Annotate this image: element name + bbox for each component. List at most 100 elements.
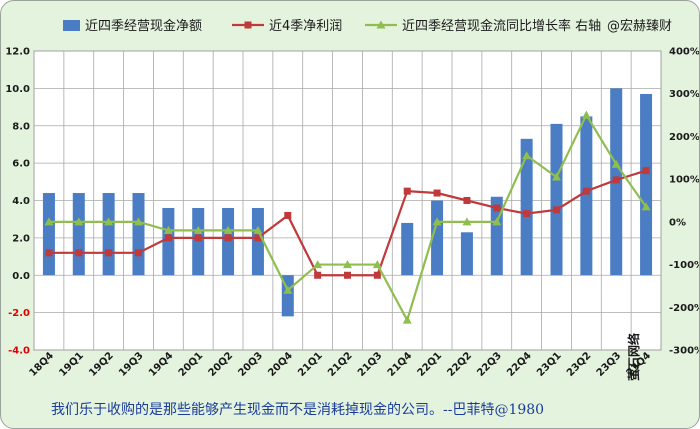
legend-growth-marker bbox=[376, 20, 386, 29]
bar-19Q1 bbox=[72, 193, 85, 276]
growth-rate-point-20Q3 bbox=[253, 225, 263, 234]
x-axis-tick: 20Q1 bbox=[177, 350, 206, 379]
net-profit-point-20Q3 bbox=[254, 234, 262, 242]
legend-source-tag: @宏赫臻财 bbox=[607, 19, 672, 34]
x-axis-tick: 22Q1 bbox=[416, 350, 445, 379]
growth-rate-point-18Q4 bbox=[44, 217, 54, 226]
source-label: 萤石网络 bbox=[626, 333, 641, 381]
legend-profit-label: 近4季净利润 bbox=[269, 19, 342, 34]
x-axis-tick: 20Q2 bbox=[207, 350, 236, 379]
bar-18Q4 bbox=[42, 193, 55, 276]
growth-rate-point-21Q3 bbox=[372, 260, 382, 269]
net-profit-point-22Q2 bbox=[463, 197, 471, 204]
x-axis-tick: 23Q3 bbox=[595, 350, 624, 379]
growth-rate-point-21Q4 bbox=[402, 315, 412, 324]
net-profit-point-20Q2 bbox=[224, 234, 232, 242]
bar-21Q4 bbox=[401, 222, 414, 276]
bar-19Q3 bbox=[132, 193, 145, 276]
growth-rate-point-23Q3 bbox=[611, 159, 621, 168]
bar-20Q3 bbox=[251, 207, 264, 276]
growth-rate-point-19Q1 bbox=[74, 217, 84, 226]
net-profit-point-23Q4 bbox=[642, 167, 650, 175]
left-axis-tick: 0.0 bbox=[12, 271, 30, 282]
x-axis-tick: 23Q2 bbox=[565, 350, 594, 379]
right-axis-tick: 400% bbox=[669, 47, 700, 58]
bar-22Q2 bbox=[460, 232, 473, 276]
net-profit-point-18Q4 bbox=[45, 249, 53, 257]
legend-growth-label: 近四季经营现金流同比增长率 右轴 bbox=[402, 18, 601, 34]
x-axis-tick: 21Q3 bbox=[356, 350, 385, 379]
left-axis-tick: 4.0 bbox=[12, 196, 30, 207]
legend-profit-marker bbox=[244, 21, 252, 29]
growth-rate-point-21Q2 bbox=[343, 260, 352, 269]
right-axis-tick: -300% bbox=[669, 346, 700, 357]
growth-rate-point-19Q2 bbox=[104, 217, 114, 226]
left-axis-tick: 10.0 bbox=[5, 84, 30, 95]
bar-20Q2 bbox=[222, 207, 235, 276]
x-axis-tick: 18Q4 bbox=[28, 350, 57, 379]
net-profit-point-21Q4 bbox=[403, 187, 411, 195]
net-profit-point-19Q4 bbox=[164, 234, 172, 242]
net-profit-point-21Q3 bbox=[373, 271, 381, 279]
growth-rate-point-23Q4 bbox=[641, 202, 651, 211]
growth-rate-point-19Q4 bbox=[163, 225, 173, 234]
x-axis-tick: 22Q4 bbox=[505, 350, 534, 379]
bar-20Q1 bbox=[192, 207, 205, 276]
growth-rate-point-21Q1 bbox=[313, 260, 323, 269]
bar-22Q1 bbox=[431, 200, 444, 276]
x-axis-tick: 20Q4 bbox=[266, 350, 295, 379]
growth-rate-point-19Q3 bbox=[134, 217, 143, 226]
x-axis-tick: 22Q3 bbox=[475, 350, 504, 379]
left-axis-tick: 8.0 bbox=[12, 121, 30, 132]
left-axis-tick: -2.0 bbox=[8, 308, 30, 319]
growth-rate-point-20Q2 bbox=[223, 225, 233, 234]
x-axis-tick: 20Q3 bbox=[237, 350, 266, 379]
left-axis-tick: 2.0 bbox=[12, 233, 30, 244]
growth-rate-point-23Q2 bbox=[581, 110, 591, 119]
right-axis-tick: 200% bbox=[669, 132, 700, 143]
net-profit-point-23Q3 bbox=[612, 176, 620, 184]
right-axis-tick: 100% bbox=[669, 175, 700, 186]
x-axis-tick: 19Q3 bbox=[117, 350, 146, 379]
x-axis-tick: 19Q4 bbox=[147, 350, 176, 379]
growth-rate-point-20Q4 bbox=[283, 285, 293, 294]
bar-19Q2 bbox=[102, 193, 115, 276]
net-profit-point-23Q1 bbox=[553, 206, 560, 214]
left-axis-tick: -4.0 bbox=[8, 346, 30, 357]
growth-rate-point-22Q3 bbox=[492, 217, 502, 226]
right-axis-tick: 0% bbox=[669, 217, 686, 228]
caption: 我们乐于收购的是那些能够产生现金而不是消耗掉现金的公司。--巴菲特@1980 bbox=[51, 402, 544, 418]
bar-22Q4 bbox=[520, 138, 533, 276]
x-axis-tick: 19Q2 bbox=[87, 350, 116, 379]
net-profit-point-19Q1 bbox=[75, 249, 83, 257]
growth-rate-point-20Q1 bbox=[193, 225, 203, 234]
x-axis-tick: 21Q1 bbox=[296, 350, 325, 379]
x-axis-tick: 19Q1 bbox=[57, 350, 86, 379]
x-axis-tick: 21Q2 bbox=[326, 350, 355, 379]
left-axis-tick: 12.0 bbox=[5, 47, 30, 58]
growth-rate-point-22Q1 bbox=[432, 217, 442, 226]
x-axis-tick: 21Q4 bbox=[386, 350, 415, 379]
net-profit-point-22Q4 bbox=[523, 210, 531, 218]
net-profit-point-20Q4 bbox=[284, 211, 292, 219]
net-profit-point-21Q2 bbox=[344, 271, 351, 279]
legend-bar-swatch bbox=[63, 20, 80, 31]
x-axis-tick: 23Q1 bbox=[535, 350, 564, 379]
bar-23Q1 bbox=[550, 123, 563, 276]
x-axis-tick: 22Q2 bbox=[446, 350, 475, 379]
net-profit-point-22Q1 bbox=[433, 189, 441, 197]
right-axis-tick: -100% bbox=[669, 260, 700, 271]
left-axis-tick: 6.0 bbox=[12, 159, 30, 170]
legend-bar-label: 近四季经营现金净额 bbox=[85, 18, 202, 34]
growth-rate-point-22Q2 bbox=[462, 217, 472, 226]
net-profit-point-22Q3 bbox=[493, 204, 501, 212]
net-profit-point-23Q2 bbox=[582, 187, 590, 195]
bar-23Q2 bbox=[580, 116, 593, 276]
growth-rate-point-22Q4 bbox=[522, 151, 532, 160]
right-axis-tick: 300% bbox=[669, 89, 700, 100]
growth-rate-point-23Q1 bbox=[552, 172, 561, 181]
bar-23Q4 bbox=[640, 93, 653, 276]
net-profit-point-21Q1 bbox=[314, 271, 322, 279]
